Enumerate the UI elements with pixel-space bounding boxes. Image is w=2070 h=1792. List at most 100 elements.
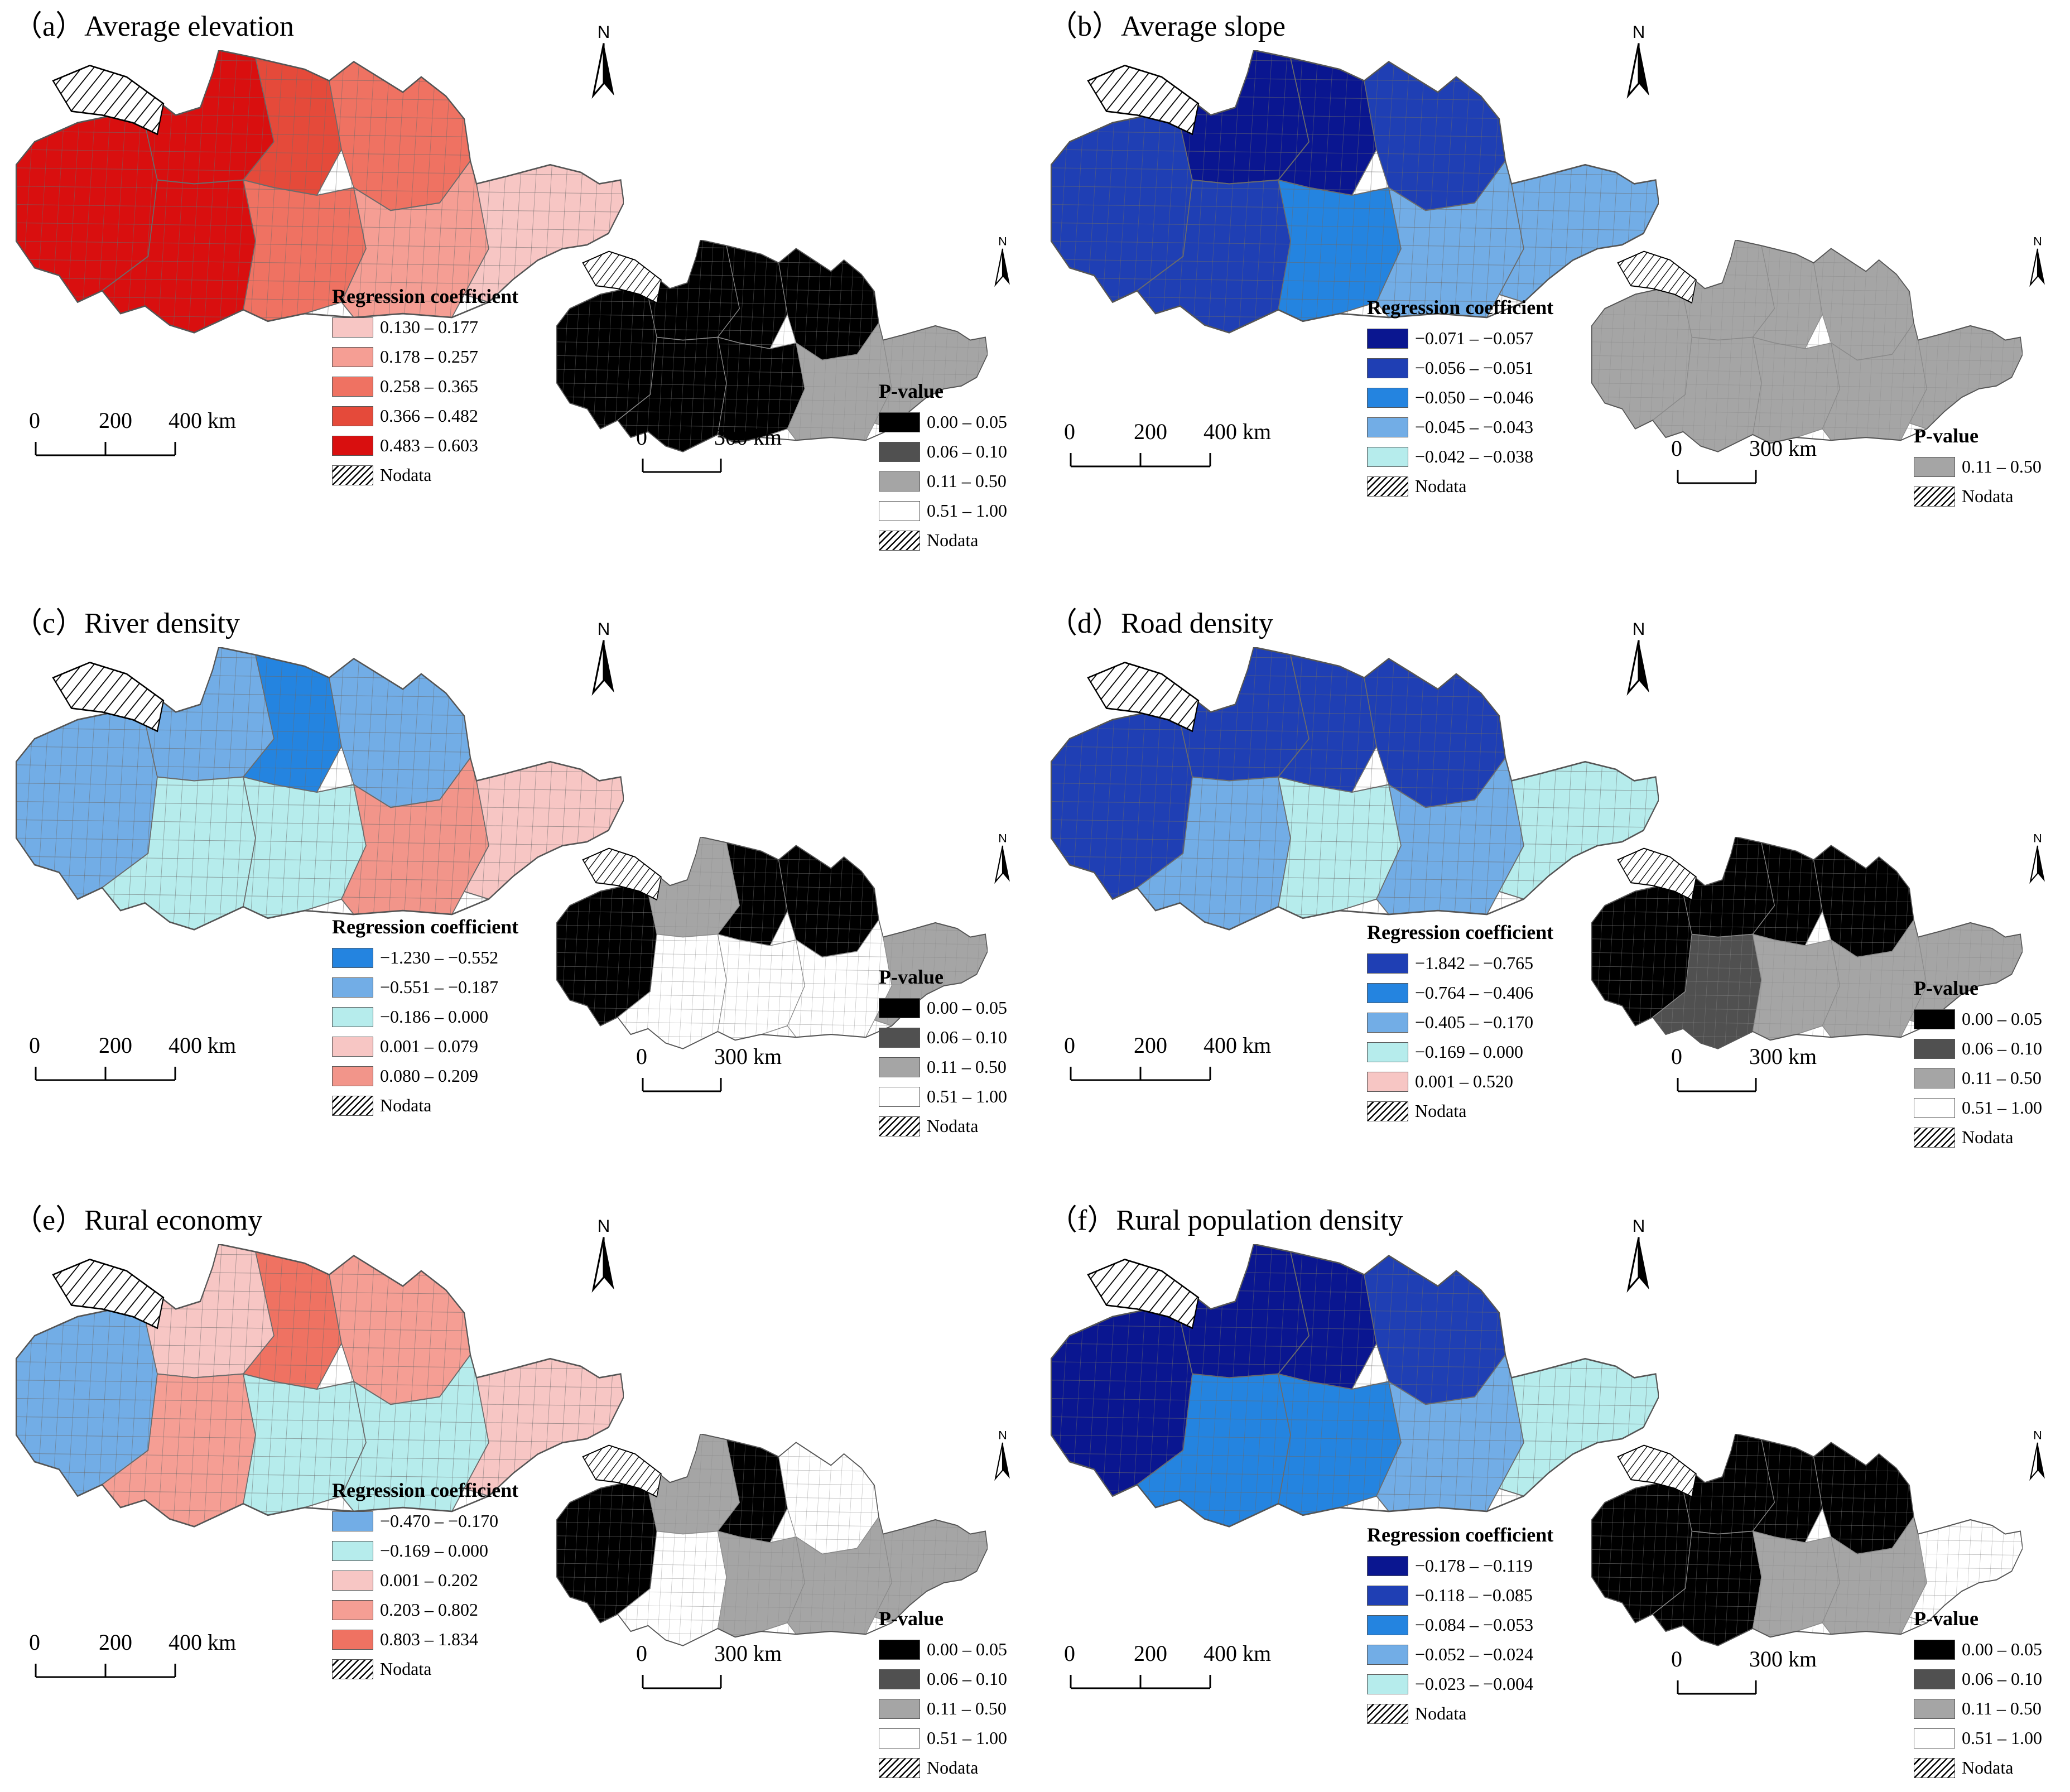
north-arrow-icon: N <box>586 22 622 101</box>
scale-label: 400 km <box>169 408 237 433</box>
county-boundary <box>16 332 624 333</box>
legend-swatch <box>1367 387 1408 408</box>
study-area-outline <box>556 239 988 452</box>
county-boundary <box>1051 929 1659 930</box>
nodata-area <box>1087 1258 1200 1329</box>
county-boundary <box>689 837 703 1049</box>
county-boundary <box>1051 911 1659 919</box>
legend-swatch <box>879 1086 920 1107</box>
legend-label: −1.230 – −0.552 <box>380 947 499 967</box>
legend-label: 0.11 – 0.50 <box>927 1698 1007 1718</box>
county-boundary <box>1591 1439 2023 1446</box>
legend-swatch <box>332 317 373 338</box>
nodata-area <box>1617 1444 1697 1498</box>
county-boundary <box>841 1434 855 1646</box>
county-boundary <box>357 1244 376 1527</box>
county-boundary <box>1437 647 1457 930</box>
county-boundary <box>1778 837 1792 1049</box>
legend-swatch <box>879 1639 920 1660</box>
legend-item: 0.00 – 0.05 <box>879 1635 1007 1664</box>
county-boundary <box>16 1416 624 1425</box>
coefficient-legend: Regression coefficient −1.230 – −0.552 −0.… <box>332 915 518 1120</box>
legend-item-nodata: Nodata <box>1367 1096 1553 1126</box>
county-boundary <box>1238 647 1257 930</box>
map-panel: （c）River density N N Regression coefficient… <box>0 597 1035 1194</box>
legend-item: 0.06 – 0.10 <box>1914 1034 2042 1063</box>
legend-item: −0.470 – −0.170 <box>332 1506 518 1536</box>
legend-swatch <box>1914 1698 1955 1719</box>
legend-item: −0.178 – −0.119 <box>1367 1551 1553 1581</box>
legend-swatch <box>332 1540 373 1561</box>
legend-swatch <box>879 1669 920 1689</box>
county-boundary <box>418 1244 437 1527</box>
legend-label: 0.51 – 1.00 <box>927 1086 1007 1106</box>
legend-item-nodata: Nodata <box>332 1091 518 1120</box>
legend-swatch-nodata <box>332 465 373 485</box>
county-boundary <box>1051 1507 1659 1516</box>
county-boundary <box>721 1434 735 1646</box>
county-boundary <box>1051 1453 1659 1462</box>
study-area-outline <box>1050 49 1660 334</box>
legend-swatch-nodata <box>1914 1127 1955 1148</box>
legend-swatch-nodata <box>1914 486 1955 507</box>
north-label: N <box>598 1216 610 1236</box>
legend-swatch-nodata <box>1367 1703 1408 1724</box>
county-boundary <box>830 1434 844 1646</box>
county-boundary <box>1269 50 1288 333</box>
legend-item: −0.045 – −0.043 <box>1367 412 1553 442</box>
legend-title: Regression coefficient <box>1367 921 1554 943</box>
scale-bar: 0 200 400 km <box>29 1032 241 1085</box>
county-boundary <box>402 50 422 333</box>
scale-label: 0 <box>29 408 40 433</box>
scale-label: 400 km <box>169 1630 237 1655</box>
coefficient-map-svg <box>1050 49 1660 334</box>
county-boundary <box>16 1361 624 1370</box>
legend-label: 0.130 – 0.177 <box>380 317 478 337</box>
legend-item: 0.06 – 0.10 <box>879 1023 1007 1052</box>
county-boundary <box>1833 1434 1847 1646</box>
county-boundary <box>218 50 238 333</box>
legend-swatch <box>332 406 373 426</box>
scale-label: 200 <box>99 1630 132 1655</box>
county-boundary <box>1865 837 1879 1049</box>
legend-swatch <box>1367 1555 1408 1576</box>
legend-swatch <box>879 1057 920 1077</box>
legend-label: 0.51 – 1.00 <box>1962 1097 2042 1117</box>
scale-label: 300 km <box>1749 1044 1817 1069</box>
county-boundary <box>16 801 624 810</box>
nodata-area <box>1617 251 1697 304</box>
legend-label: 0.001 – 0.202 <box>380 1570 478 1590</box>
nodata-area <box>1087 64 1200 136</box>
legend-swatch <box>332 1629 373 1650</box>
county-boundary <box>808 240 822 452</box>
county-boundary <box>1855 240 1869 452</box>
county-boundary <box>1051 1398 1659 1406</box>
county-boundary <box>1315 50 1334 333</box>
coefficient-legend: Regression coefficient −0.470 – −0.170 −0.… <box>332 1478 518 1684</box>
legend-label: 0.483 – 0.603 <box>380 435 478 455</box>
county-boundary <box>1330 647 1349 930</box>
county-boundary <box>16 1398 624 1406</box>
nodata-area <box>52 661 165 733</box>
county-boundary <box>1876 837 1890 1049</box>
coefficient-map-svg <box>1050 646 1660 931</box>
north-arrow-icon: N <box>1621 1216 1657 1295</box>
county-boundary <box>264 50 283 333</box>
legend-item: 0.00 – 0.05 <box>1914 1004 2042 1034</box>
legend-label: Nodata <box>1962 1757 2014 1777</box>
county-boundary <box>1051 764 1659 773</box>
study-area-outline <box>1591 1433 2023 1646</box>
legend-swatch <box>1367 1644 1408 1665</box>
legend-swatch <box>879 1728 920 1748</box>
legend-title: P-value <box>1914 1607 1978 1630</box>
county-boundary <box>798 1434 812 1646</box>
county-boundary <box>1855 1434 1869 1646</box>
legend-swatch <box>1367 1012 1408 1033</box>
legend-label: Nodata <box>1415 1101 1467 1121</box>
coefficient-legend: Regression coefficient −0.071 – −0.057 −0.… <box>1367 296 1553 501</box>
legend-swatch <box>332 947 373 968</box>
county-boundary <box>556 842 988 849</box>
legend-swatch <box>1914 456 1955 477</box>
county-boundary <box>16 1453 624 1462</box>
legend-title: P-value <box>879 1607 943 1630</box>
